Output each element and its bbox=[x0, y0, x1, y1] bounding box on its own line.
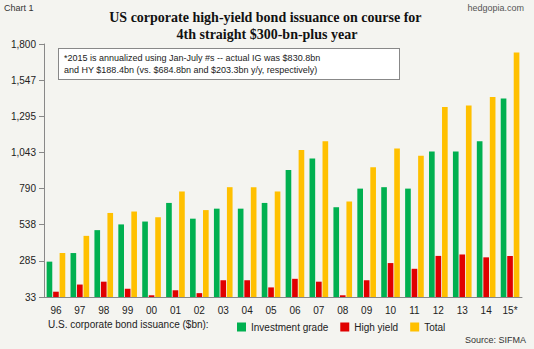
svg-text:13: 13 bbox=[457, 305, 469, 316]
svg-text:1,295: 1,295 bbox=[11, 111, 36, 122]
svg-text:and HY $188.4bn (vs. $684.8bn: and HY $188.4bn (vs. $684.8bn and $203.3… bbox=[64, 65, 317, 75]
svg-text:*2015 is annualized using Jan-: *2015 is annualized using Jan-July #s --… bbox=[64, 53, 323, 63]
svg-text:00: 00 bbox=[146, 305, 158, 316]
svg-text:04: 04 bbox=[242, 305, 254, 316]
svg-text:Total: Total bbox=[424, 322, 445, 333]
svg-text:12: 12 bbox=[433, 305, 445, 316]
svg-text:96: 96 bbox=[50, 305, 62, 316]
svg-text:Investment grade: Investment grade bbox=[251, 322, 329, 333]
svg-text:4th straight $300-bn-plus year: 4th straight $300-bn-plus year bbox=[177, 27, 358, 42]
svg-text:US corporate high-yield bond i: US corporate high-yield bond issuance on… bbox=[109, 10, 425, 25]
svg-text:97: 97 bbox=[74, 305, 86, 316]
svg-text:05: 05 bbox=[265, 305, 277, 316]
svg-text:U.S. corporate bond issuance (: U.S. corporate bond issuance ($bn): bbox=[48, 319, 209, 330]
svg-text:1,547: 1,547 bbox=[11, 75, 36, 86]
svg-text:06: 06 bbox=[289, 305, 301, 316]
svg-text:High yield: High yield bbox=[354, 322, 398, 333]
svg-text:09: 09 bbox=[361, 305, 373, 316]
svg-text:10: 10 bbox=[385, 305, 397, 316]
svg-text:03: 03 bbox=[218, 305, 230, 316]
svg-text:1,043: 1,043 bbox=[11, 147, 36, 158]
svg-text:02: 02 bbox=[194, 305, 206, 316]
svg-text:285: 285 bbox=[19, 255, 36, 266]
svg-text:07: 07 bbox=[313, 305, 325, 316]
svg-text:Chart 1: Chart 1 bbox=[4, 3, 34, 13]
svg-text:08: 08 bbox=[337, 305, 349, 316]
svg-text:790: 790 bbox=[19, 183, 36, 194]
svg-text:1,800: 1,800 bbox=[11, 39, 36, 50]
svg-text:hedgopia.com: hedgopia.com bbox=[467, 3, 524, 13]
svg-text:33: 33 bbox=[25, 292, 37, 303]
svg-text:538: 538 bbox=[19, 219, 36, 230]
svg-text:01: 01 bbox=[170, 305, 182, 316]
svg-text:98: 98 bbox=[98, 305, 110, 316]
svg-text:15*: 15* bbox=[503, 305, 518, 316]
svg-text:99: 99 bbox=[122, 305, 134, 316]
svg-text:Source: SIFMA: Source: SIFMA bbox=[465, 335, 526, 345]
svg-text:14: 14 bbox=[481, 305, 493, 316]
svg-text:11: 11 bbox=[409, 305, 420, 316]
